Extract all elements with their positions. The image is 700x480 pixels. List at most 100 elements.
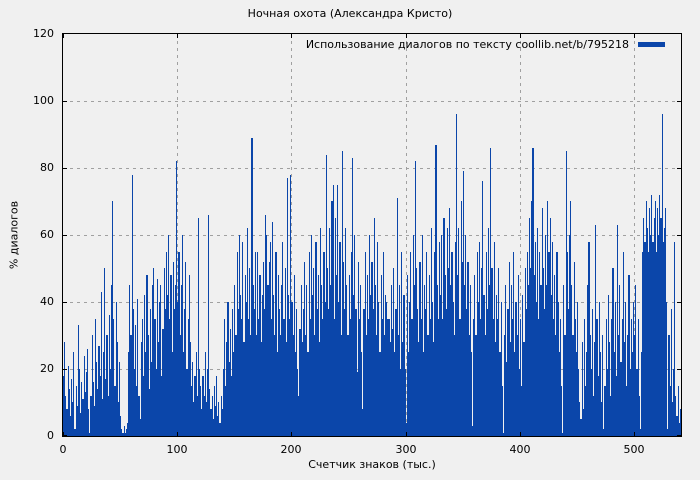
bar xyxy=(102,399,103,436)
bar xyxy=(425,309,426,436)
bar xyxy=(74,429,76,436)
bar xyxy=(634,335,635,436)
bar xyxy=(79,369,80,436)
bar xyxy=(467,262,469,436)
bar xyxy=(338,302,339,436)
bar xyxy=(641,352,642,436)
gridline-x xyxy=(177,34,178,436)
bar xyxy=(520,319,521,436)
bar xyxy=(473,319,474,436)
bar xyxy=(470,285,471,436)
bar xyxy=(582,342,583,436)
y-tick-label: 20 xyxy=(40,362,54,375)
bar xyxy=(390,342,391,436)
bar xyxy=(194,376,196,436)
bar xyxy=(490,148,491,436)
bar xyxy=(80,413,81,436)
bar xyxy=(615,302,616,436)
bar xyxy=(474,275,475,436)
bar xyxy=(209,389,210,436)
bar xyxy=(560,319,561,436)
bar xyxy=(603,429,604,436)
bar xyxy=(221,396,222,436)
bar xyxy=(134,369,135,436)
bar xyxy=(269,262,270,436)
bar xyxy=(567,252,568,436)
bar xyxy=(570,201,571,436)
bar xyxy=(70,416,71,436)
bar xyxy=(395,309,397,436)
gridline-x xyxy=(520,34,521,436)
bar xyxy=(387,319,389,436)
bar xyxy=(167,295,168,436)
bar xyxy=(286,342,287,436)
bar xyxy=(507,309,509,436)
bar xyxy=(497,319,498,436)
bar xyxy=(165,309,166,436)
bar xyxy=(280,335,281,436)
bar xyxy=(416,268,417,436)
x-tick-mark xyxy=(291,432,292,436)
bar xyxy=(261,342,262,436)
bar xyxy=(612,268,614,436)
bar xyxy=(294,275,295,436)
bar xyxy=(455,242,456,436)
legend: Использование диалогов по тексту coollib… xyxy=(306,38,665,51)
bar xyxy=(199,369,200,436)
bar xyxy=(382,319,383,436)
bar xyxy=(638,319,639,436)
bar xyxy=(499,352,501,436)
bar xyxy=(191,386,192,436)
bar xyxy=(149,389,150,436)
bar xyxy=(258,319,259,436)
bar xyxy=(546,285,547,436)
bar xyxy=(334,319,335,436)
bar xyxy=(453,302,454,436)
bar xyxy=(544,309,545,436)
bar xyxy=(337,185,338,436)
bar xyxy=(432,302,433,436)
bar xyxy=(617,225,618,436)
bar xyxy=(599,302,600,436)
y-tick-label: 0 xyxy=(47,429,54,442)
bar xyxy=(259,275,261,436)
y-tick-mark xyxy=(677,168,681,169)
bar xyxy=(293,335,294,436)
bar xyxy=(140,419,141,436)
bar xyxy=(590,335,591,436)
bar xyxy=(628,275,630,436)
bar xyxy=(198,218,199,436)
bar xyxy=(235,335,237,436)
bar xyxy=(281,285,282,436)
bar xyxy=(378,302,379,436)
bar xyxy=(89,433,90,436)
bar xyxy=(90,396,92,436)
bar xyxy=(662,114,663,436)
bar xyxy=(247,228,248,436)
bar xyxy=(127,423,128,436)
bar xyxy=(135,325,136,436)
bar xyxy=(307,352,309,436)
bar xyxy=(545,235,546,436)
bar xyxy=(409,302,410,436)
bar xyxy=(658,235,659,436)
bar xyxy=(430,319,431,436)
bar xyxy=(267,285,269,436)
bar xyxy=(229,362,230,436)
bar xyxy=(523,342,525,436)
bar xyxy=(243,342,245,436)
bar xyxy=(665,208,666,436)
bar xyxy=(121,429,122,436)
bar xyxy=(136,386,137,436)
gridline-y xyxy=(63,235,681,236)
bar xyxy=(542,208,543,436)
bar xyxy=(583,409,584,436)
y-tick-mark xyxy=(63,168,67,169)
bar xyxy=(142,319,143,436)
bar xyxy=(627,335,628,436)
bar xyxy=(103,352,104,436)
bar xyxy=(525,268,526,436)
bar xyxy=(190,342,191,436)
bar xyxy=(415,161,416,436)
bar xyxy=(132,175,133,436)
